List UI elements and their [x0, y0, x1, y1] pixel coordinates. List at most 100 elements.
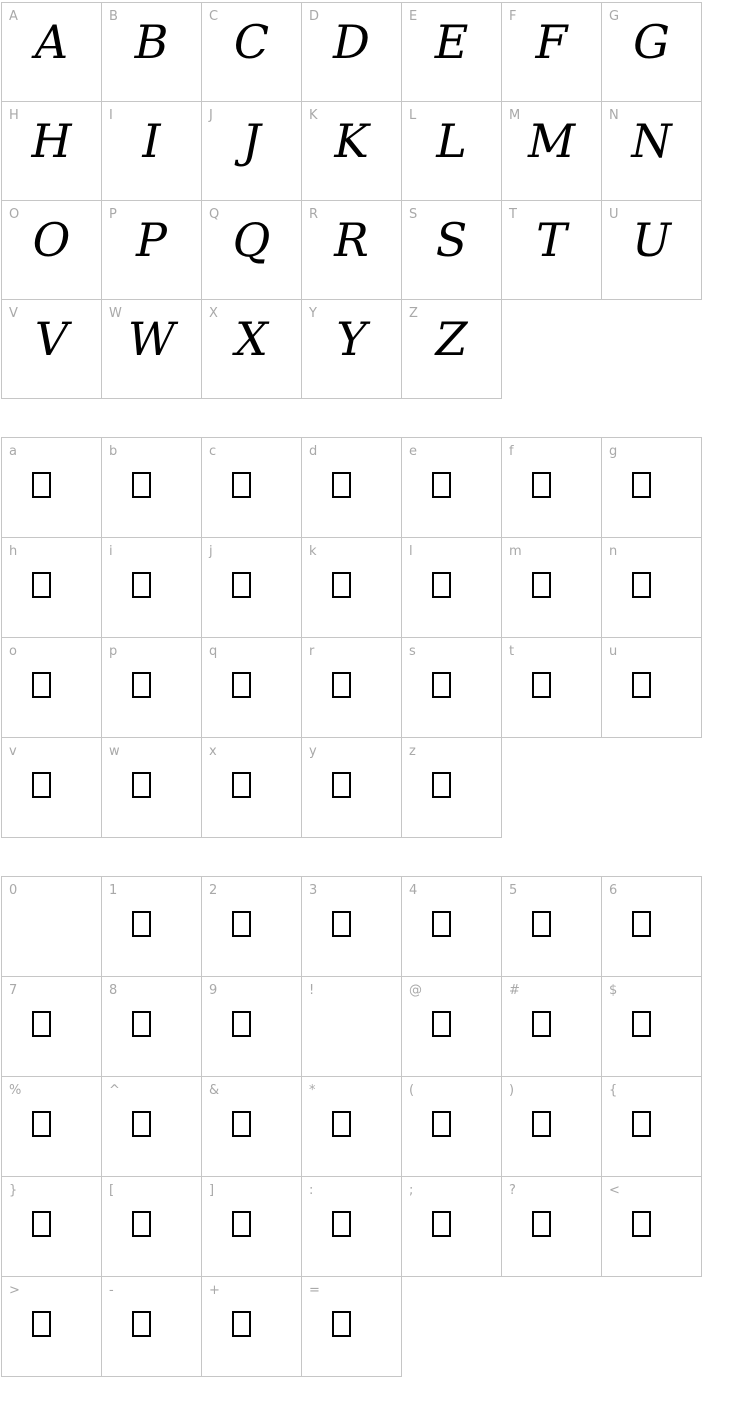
cell-label: I: [109, 108, 113, 123]
cell-label: O: [9, 207, 20, 222]
cell-label: 5: [509, 883, 518, 898]
glyph-cell: (: [401, 1076, 502, 1177]
cell-label: n: [609, 544, 618, 559]
notdef-box-glyph: [432, 472, 451, 498]
cell-label: y: [309, 744, 317, 759]
notdef-box-glyph: [432, 911, 451, 937]
notdef-box-glyph: [532, 1111, 551, 1137]
lowercase-glyph-grid: a b c d e f g h i j k l m n o p q r s t u v w x y z: [1, 437, 702, 838]
cell-label: @: [409, 983, 422, 998]
glyph-cell: 1: [101, 876, 202, 977]
glyph-cell: %: [1, 1076, 102, 1177]
letter-glyph: U: [632, 213, 671, 267]
letter-glyph: R: [334, 213, 369, 267]
cell-label: E: [409, 9, 418, 24]
cell-label: T: [509, 207, 517, 222]
notdef-box-glyph: [132, 572, 151, 598]
notdef-box-glyph: [32, 1111, 51, 1137]
letter-glyph: V: [34, 312, 69, 366]
cell-label: 6: [609, 883, 618, 898]
glyph-cell: }: [1, 1176, 102, 1277]
notdef-box-glyph: [532, 572, 551, 598]
notdef-box-glyph: [532, 672, 551, 698]
cell-label: K: [309, 108, 318, 123]
notdef-box-glyph: [332, 1111, 351, 1137]
letter-glyph: A: [34, 15, 69, 69]
glyph-cell: &: [201, 1076, 302, 1177]
glyph-cell: v: [1, 737, 102, 838]
glyph-cell: h: [1, 537, 102, 638]
glyph-cell: 4: [401, 876, 502, 977]
glyph-row: > - + =: [1, 1276, 702, 1377]
glyph-cell: k: [301, 537, 402, 638]
notdef-box-glyph: [532, 1011, 551, 1037]
glyph-cell: >: [1, 1276, 102, 1377]
cell-label: ]: [209, 1183, 215, 1198]
letter-glyph: K: [334, 114, 369, 168]
glyph-cell: q: [201, 637, 302, 738]
cell-label: A: [9, 9, 18, 24]
notdef-box-glyph: [332, 572, 351, 598]
cell-label: 9: [209, 983, 218, 998]
letter-glyph: C: [233, 15, 270, 69]
letter-glyph: N: [631, 114, 672, 168]
glyph-cell: s: [401, 637, 502, 738]
cell-label: Q: [209, 207, 220, 222]
cell-label: N: [609, 108, 619, 123]
letter-glyph: I: [142, 114, 161, 168]
glyph-cell: +: [201, 1276, 302, 1377]
cell-label: ?: [509, 1183, 516, 1198]
cell-label: #: [509, 983, 520, 998]
glyph-cell: z: [401, 737, 502, 838]
notdef-box-glyph: [332, 772, 351, 798]
cell-label: r: [309, 644, 315, 659]
cell-label: v: [9, 744, 17, 759]
cell-label: D: [309, 9, 320, 24]
cell-label: o: [9, 644, 17, 659]
cell-label: j: [209, 544, 213, 559]
cell-label: i: [109, 544, 113, 559]
notdef-box-glyph: [232, 1311, 251, 1337]
glyph-cell: c: [201, 437, 302, 538]
notdef-box-glyph: [232, 472, 251, 498]
cell-label: -: [109, 1283, 114, 1298]
glyph-row: } []:;? <: [1, 1176, 702, 1277]
notdef-box-glyph: [632, 1011, 651, 1037]
cell-label: 0: [9, 883, 18, 898]
notdef-box-glyph: [32, 572, 51, 598]
cell-label: *: [309, 1083, 316, 1098]
glyph-cell: 2: [201, 876, 302, 977]
glyph-cell: r: [301, 637, 402, 738]
cell-label: 4: [409, 883, 418, 898]
letter-glyph: M: [527, 114, 576, 168]
cell-label: H: [9, 108, 19, 123]
glyph-cell: f: [501, 437, 602, 538]
cell-label: u: [609, 644, 618, 659]
notdef-box-glyph: [132, 1311, 151, 1337]
notdef-box-glyph: [632, 472, 651, 498]
cell-label: t: [509, 644, 515, 659]
letter-glyph: O: [32, 213, 71, 267]
notdef-box-glyph: [332, 911, 351, 937]
notdef-box-glyph: [232, 772, 251, 798]
notdef-box-glyph: [632, 572, 651, 598]
cell-label: P: [109, 207, 117, 222]
glyph-cell: ^: [101, 1076, 202, 1177]
cell-label: g: [609, 444, 618, 459]
notdef-box-glyph: [632, 1211, 651, 1237]
cell-label: [: [109, 1183, 115, 1198]
cell-label: J: [209, 108, 213, 123]
